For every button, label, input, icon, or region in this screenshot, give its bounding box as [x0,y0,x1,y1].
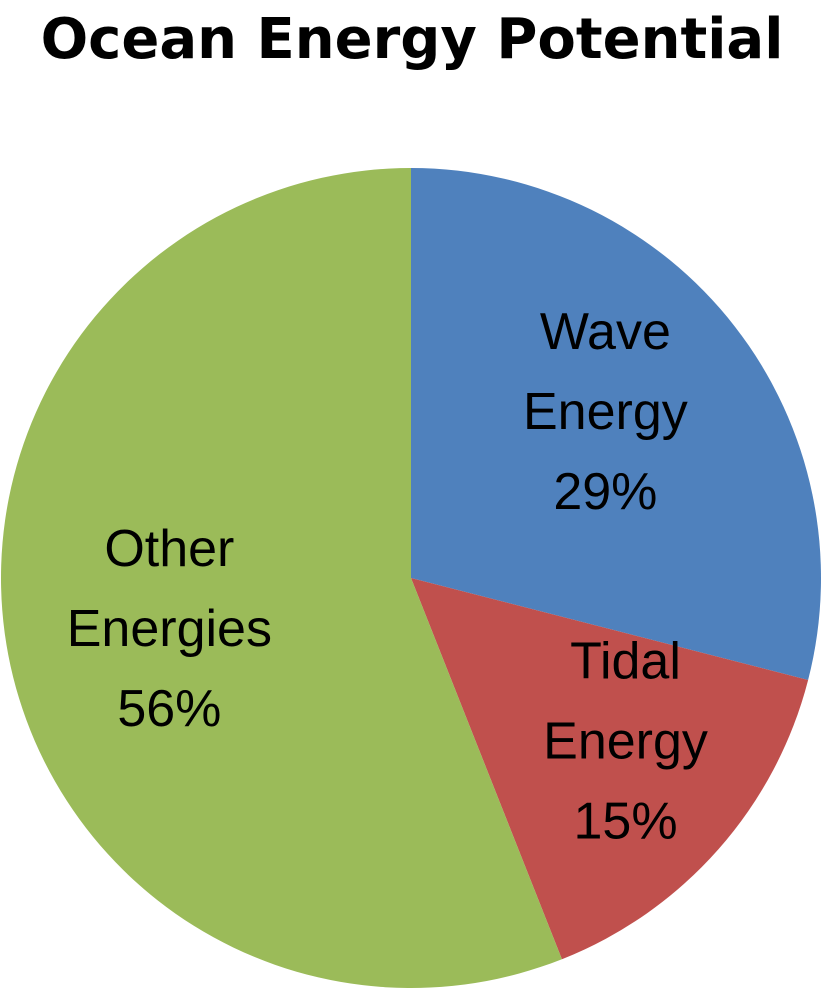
slice-labels: Wave Energy 29% Tidal Energy 15% Other Energies… [67,303,708,850]
slice-name-label: Tidal [570,633,681,691]
slice-label-wave: Wave Energy 29% [523,303,688,521]
pie-slice-wave [411,168,821,680]
slice-label-tidal: Tidal Energy 15% [543,633,708,851]
pie-slice-tidal [411,578,809,960]
slice-name-label: Wave [540,303,671,361]
slice-name-label: Other [104,520,234,578]
slice-name-label: Energy [543,713,708,771]
slice-name-label: Energies [67,600,272,658]
slice-label-other: Other Energies 56% [67,520,272,738]
pie-slice-other [1,168,562,988]
slice-value-label: 29% [553,463,657,521]
chart-title: Ocean Energy Potential [40,7,784,72]
slice-value-label: 15% [573,793,677,851]
slice-name-label: Energy [523,383,688,441]
slice-value-label: 56% [117,680,221,738]
pie-slices [1,168,821,988]
